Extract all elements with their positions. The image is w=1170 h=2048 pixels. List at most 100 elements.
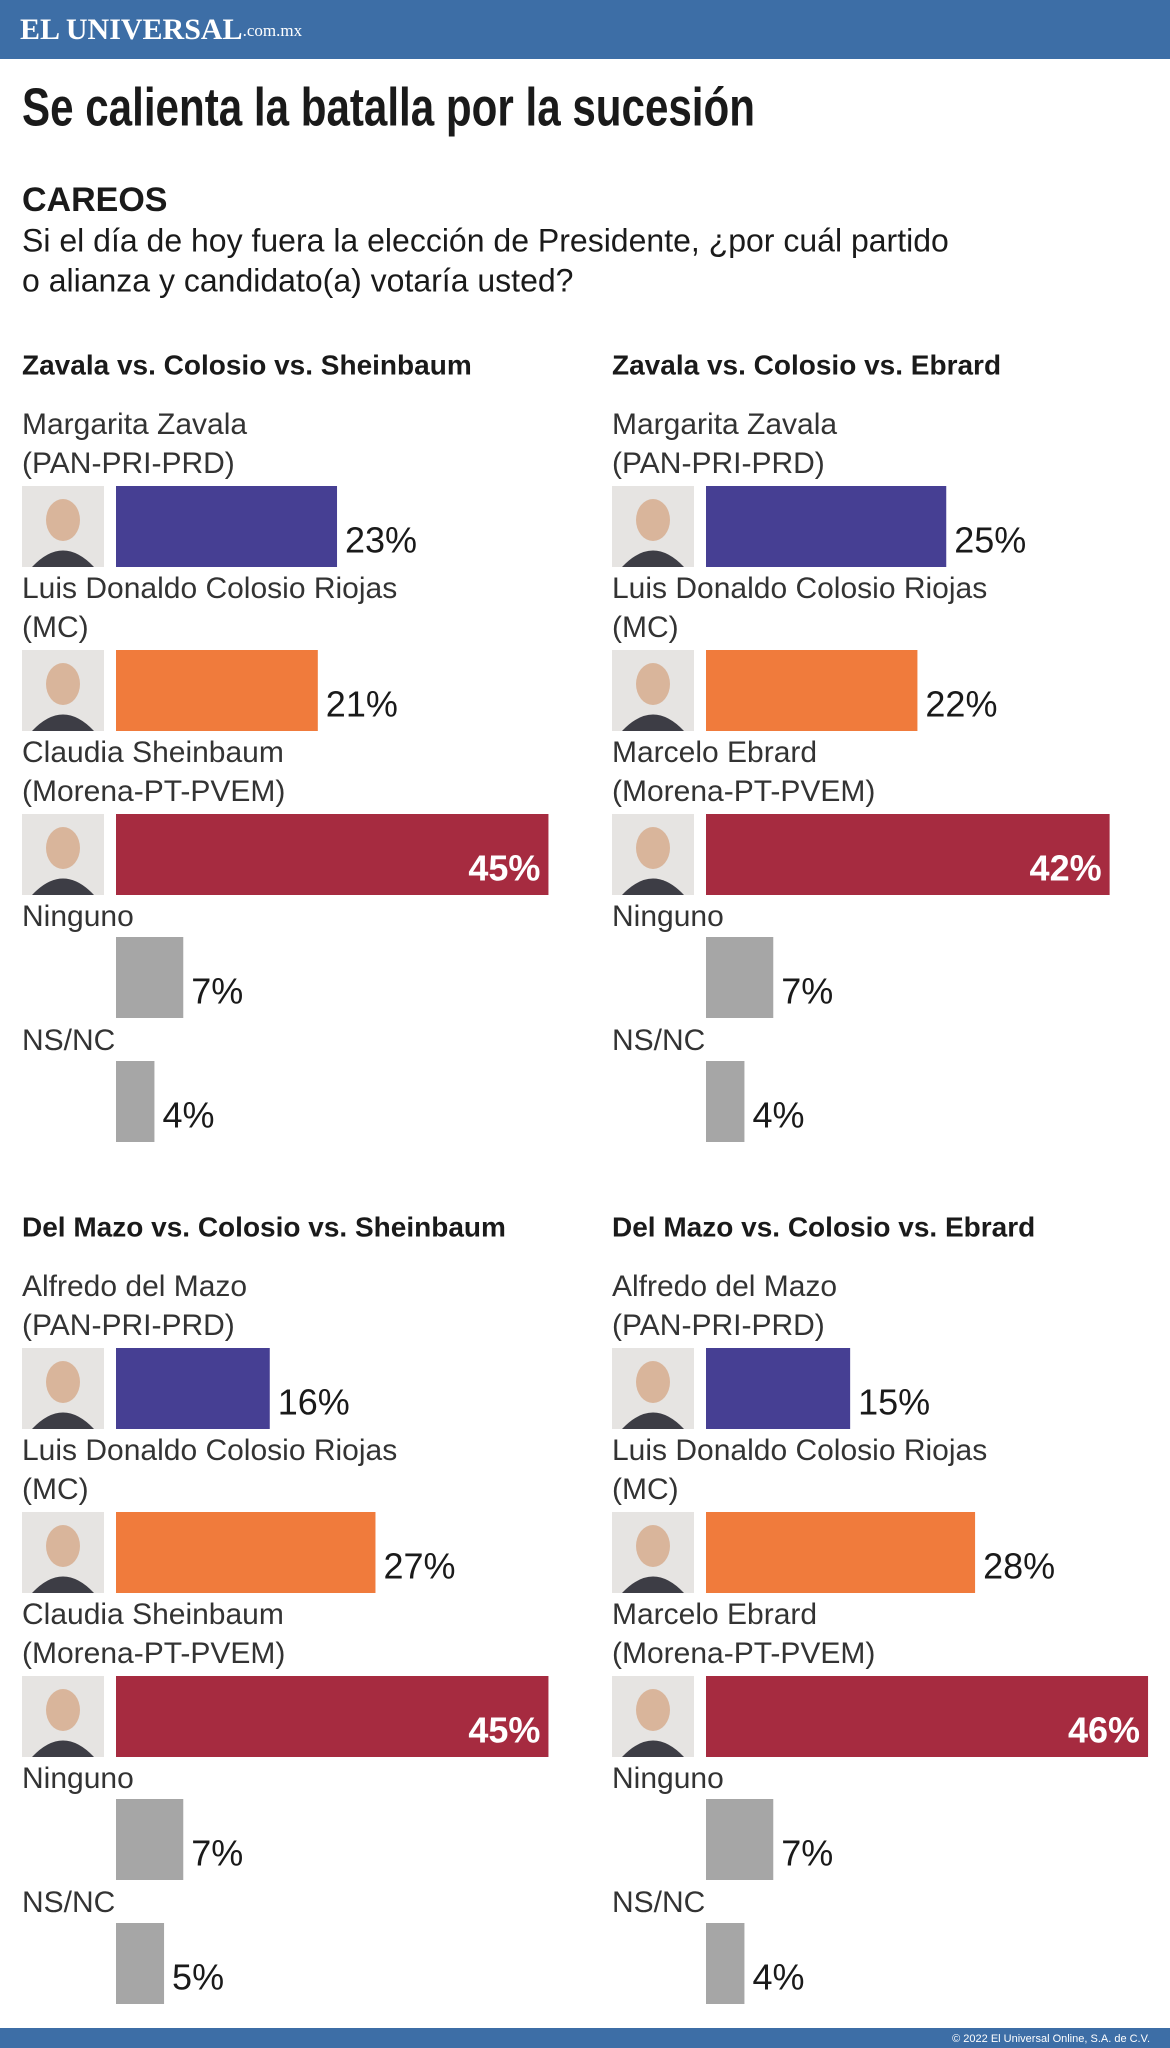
value-label: 7%: [191, 971, 243, 1012]
bar: [116, 486, 338, 567]
bar: [116, 1923, 165, 2004]
photo-body: [32, 878, 94, 895]
photo-head: [636, 1361, 670, 1403]
brand-domain: .com.mx: [243, 21, 303, 40]
party-label: (PAN-PRI-PRD): [612, 447, 825, 480]
photo-body: [32, 550, 94, 567]
photo-head: [46, 827, 80, 869]
photo-head: [46, 663, 80, 705]
photo-head: [636, 827, 670, 869]
category-label: Claudia Sheinbaum: [22, 736, 284, 769]
footer: © 2022 El Universal Online, S.A. de C.V.: [952, 2033, 1150, 2045]
photo-head: [636, 1525, 670, 1567]
photo-body: [32, 1740, 94, 1757]
value-label: 45%: [468, 848, 540, 889]
bar: [116, 1348, 270, 1429]
photo-body: [32, 714, 94, 731]
footer-bar: [0, 2028, 1170, 2048]
header-bar: [0, 0, 1170, 59]
question-line: Si el día de hoy fuera la elección de Pr…: [22, 222, 949, 258]
value-label: 7%: [781, 1833, 833, 1874]
value-label: 16%: [278, 1382, 350, 1423]
photo-head: [46, 1689, 80, 1731]
photo-body: [32, 1576, 94, 1593]
category-label: Luis Donaldo Colosio Riojas: [612, 572, 987, 605]
value-label: 45%: [468, 1710, 540, 1751]
party-label: (MC): [22, 1473, 89, 1506]
party-label: (Morena-PT-PVEM): [612, 775, 875, 808]
chart-title: Zavala vs. Colosio vs. Ebrard: [612, 349, 1001, 380]
bar: [706, 650, 918, 731]
category-label: Ninguno: [612, 900, 724, 933]
photo-head: [46, 1525, 80, 1567]
party-label: (MC): [612, 611, 679, 644]
value-label: 4%: [752, 1957, 804, 1998]
value-label: 5%: [172, 1957, 224, 1998]
party-label: (Morena-PT-PVEM): [22, 1637, 285, 1670]
value-label: 42%: [1030, 848, 1102, 889]
category-label: Marcelo Ebrard: [612, 1598, 817, 1631]
chart-title: Zavala vs. Colosio vs. Sheinbaum: [22, 349, 472, 380]
value-label: 4%: [752, 1095, 804, 1136]
photo-body: [622, 550, 684, 567]
photo-head: [46, 1361, 80, 1403]
section: CAREOS: [22, 181, 167, 219]
category-label: Ninguno: [612, 1762, 724, 1795]
bar: [706, 1512, 976, 1593]
question-line: o alianza y candidato(a) votaría usted?: [22, 262, 573, 298]
chart-title: Del Mazo vs. Colosio vs. Ebrard: [612, 1211, 1035, 1242]
value-label: 22%: [925, 684, 997, 725]
bar: [706, 1923, 745, 2004]
category-label: Luis Donaldo Colosio Riojas: [22, 1434, 397, 1467]
photo-body: [622, 714, 684, 731]
category-label: Alfredo del Mazo: [22, 1270, 247, 1303]
bar: [116, 1061, 155, 1142]
category-label: NS/NC: [22, 1024, 115, 1057]
bar: [116, 814, 549, 895]
party-label: (Morena-PT-PVEM): [22, 775, 285, 808]
bar: [706, 1348, 851, 1429]
category-label: Luis Donaldo Colosio Riojas: [22, 572, 397, 605]
value-label: 21%: [326, 684, 398, 725]
bar: [116, 1799, 184, 1880]
party-label: (Morena-PT-PVEM): [612, 1637, 875, 1670]
bar: [706, 486, 947, 567]
photo-body: [32, 1412, 94, 1429]
category-label: Margarita Zavala: [612, 408, 837, 441]
value-label: 28%: [983, 1546, 1055, 1587]
value-label: 4%: [162, 1095, 214, 1136]
value-label: 25%: [954, 520, 1026, 561]
bar: [706, 1799, 774, 1880]
category-label: NS/NC: [612, 1024, 705, 1057]
photo-head: [636, 663, 670, 705]
bar: [116, 650, 318, 731]
brand-name: EL UNIVERSAL: [20, 13, 243, 46]
bar: [706, 937, 774, 1018]
photo-head: [636, 1689, 670, 1731]
bar: [116, 1676, 549, 1757]
value-label: 23%: [345, 520, 417, 561]
photo-body: [622, 1740, 684, 1757]
party-label: (PAN-PRI-PRD): [22, 447, 235, 480]
bar: [116, 937, 184, 1018]
party-label: (PAN-PRI-PRD): [22, 1309, 235, 1342]
value-label: 27%: [383, 1546, 455, 1587]
brand: EL UNIVERSAL.com.mx: [20, 13, 303, 46]
party-label: (MC): [612, 1473, 679, 1506]
photo-body: [622, 1576, 684, 1593]
category-label: Ninguno: [22, 900, 134, 933]
photo-body: [622, 878, 684, 895]
category-label: Margarita Zavala: [22, 408, 247, 441]
category-label: Claudia Sheinbaum: [22, 1598, 284, 1631]
category-label: Luis Donaldo Colosio Riojas: [612, 1434, 987, 1467]
photo-head: [636, 499, 670, 541]
photo-body: [622, 1412, 684, 1429]
bar: [706, 1061, 745, 1142]
title: Se calienta la batalla por la sucesión: [22, 77, 755, 137]
bar: [706, 814, 1110, 895]
chart-title: Del Mazo vs. Colosio vs. Sheinbaum: [22, 1211, 506, 1242]
category-label: Ninguno: [22, 1762, 134, 1795]
bar: [706, 1676, 1149, 1757]
